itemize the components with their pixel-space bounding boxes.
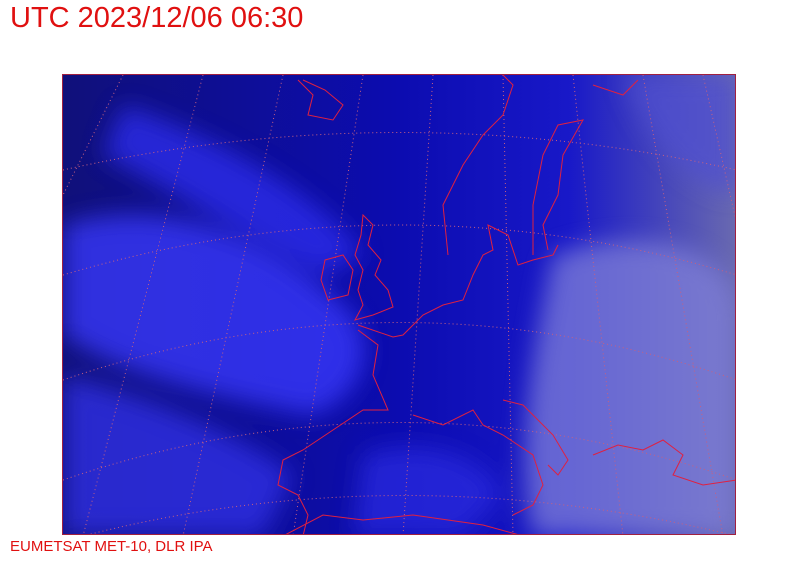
coast-iceland: [297, 79, 344, 121]
coast-north-africa: [285, 514, 518, 534]
coast-iberia-france: [277, 329, 389, 534]
cloud-layer: [63, 75, 735, 534]
coast-balkans: [592, 439, 735, 486]
coast-great-britain: [354, 213, 394, 321]
satellite-image: [63, 75, 735, 534]
coast-norway: [442, 75, 514, 256]
satellite-map: [62, 74, 736, 535]
coast-continent-north: [357, 224, 559, 338]
coast-sweden: [532, 119, 584, 255]
coast-mediterranean: [412, 409, 544, 516]
coast-italy: [502, 399, 569, 476]
timestamp-title: UTC 2023/12/06 06:30: [10, 2, 304, 34]
coast-ireland: [320, 254, 354, 301]
graticule: [63, 75, 735, 534]
coast-north-east: [592, 79, 639, 96]
image-credit: EUMETSAT MET-10, DLR IPA: [10, 538, 213, 555]
coastlines: [277, 75, 735, 534]
